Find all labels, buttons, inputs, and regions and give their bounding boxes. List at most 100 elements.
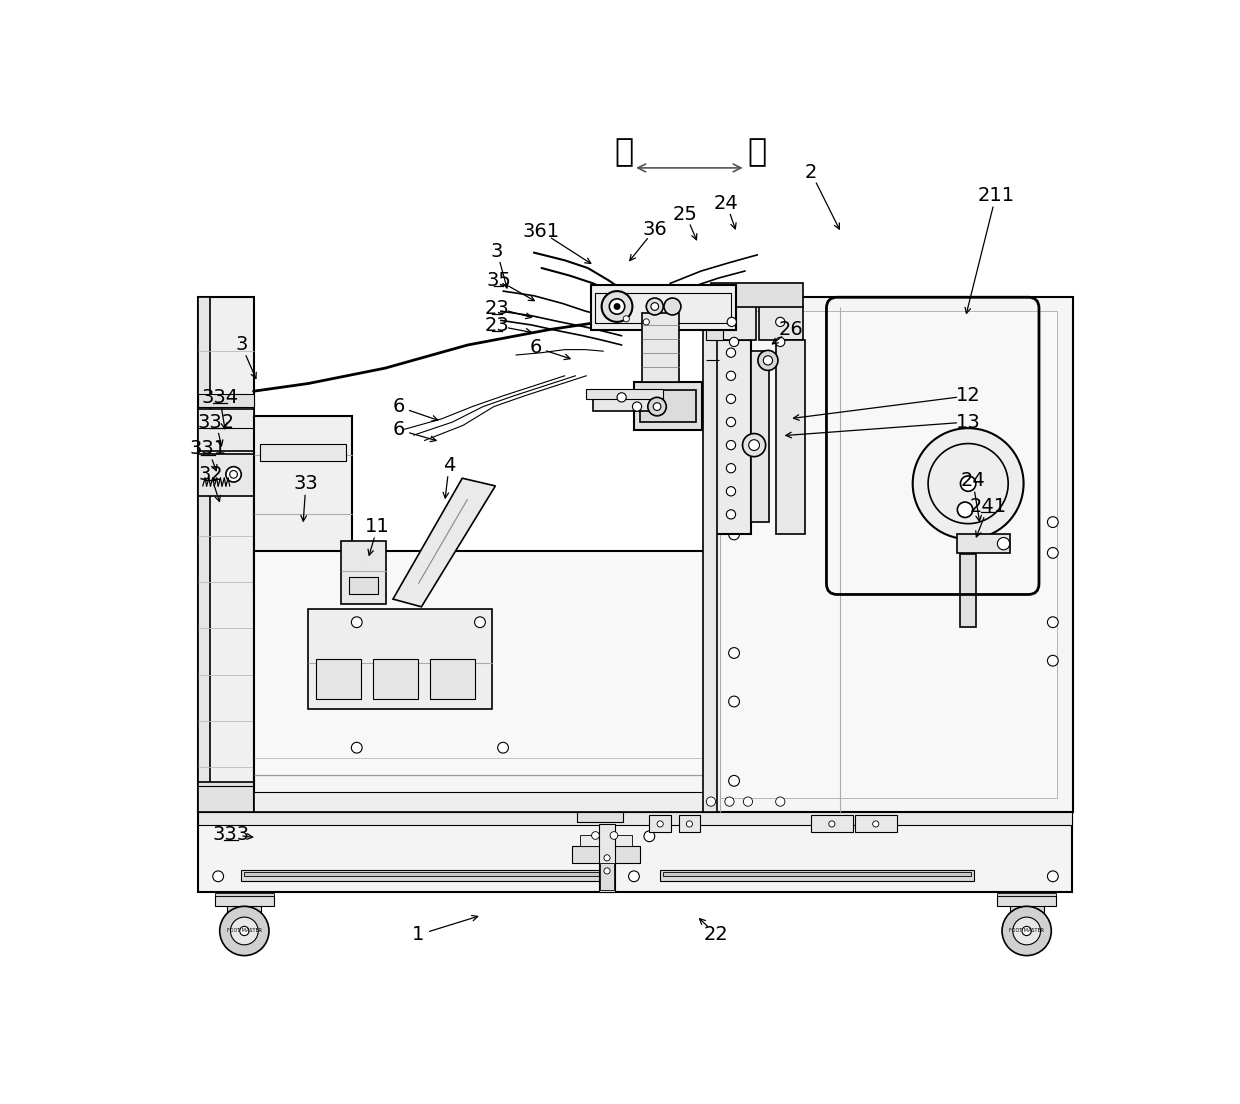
Text: 334: 334 [201, 388, 238, 407]
Bar [253, 790, 707, 811]
Circle shape [727, 510, 735, 519]
Bar [580, 836, 632, 847]
Circle shape [828, 821, 835, 827]
Circle shape [351, 742, 362, 753]
Circle shape [729, 529, 739, 540]
Bar [660, 870, 975, 881]
Circle shape [743, 797, 753, 806]
Bar [198, 297, 211, 811]
Text: 332: 332 [197, 413, 234, 432]
Bar [634, 382, 702, 429]
Bar [198, 408, 253, 452]
Text: 1: 1 [412, 925, 424, 944]
Circle shape [609, 299, 625, 315]
Bar [244, 872, 608, 877]
Circle shape [1048, 517, 1058, 528]
Bar [707, 297, 1073, 811]
Polygon shape [393, 478, 495, 607]
Text: 24: 24 [714, 194, 739, 213]
Bar [253, 775, 707, 792]
Circle shape [727, 394, 735, 404]
Circle shape [1002, 906, 1052, 956]
Bar [600, 863, 614, 890]
Bar [776, 340, 805, 534]
Circle shape [229, 470, 237, 478]
Text: FOOT MASTER: FOOT MASTER [1009, 928, 1044, 934]
Bar [253, 551, 707, 811]
Text: 26: 26 [779, 320, 804, 339]
Bar [198, 394, 253, 406]
Bar [720, 311, 1058, 798]
Bar [650, 816, 671, 832]
Circle shape [957, 502, 972, 518]
Circle shape [610, 831, 618, 839]
Bar [711, 306, 755, 340]
Circle shape [707, 797, 715, 806]
Bar [1009, 905, 1044, 915]
Text: 33: 33 [294, 474, 319, 493]
Circle shape [604, 868, 610, 874]
Bar [577, 811, 624, 822]
Bar [373, 659, 418, 699]
Bar [640, 390, 696, 422]
Circle shape [213, 871, 223, 882]
Circle shape [727, 487, 735, 496]
Circle shape [231, 917, 258, 945]
Bar [198, 808, 1073, 892]
Circle shape [1048, 617, 1058, 627]
Circle shape [351, 617, 362, 627]
Text: 2: 2 [805, 163, 817, 182]
Circle shape [1048, 656, 1058, 666]
Text: 11: 11 [365, 517, 389, 537]
Bar [957, 534, 1009, 553]
Text: 23: 23 [485, 298, 510, 318]
Text: 4: 4 [443, 456, 455, 475]
Text: 32: 32 [198, 465, 223, 484]
Circle shape [727, 371, 735, 381]
Circle shape [776, 317, 785, 327]
Circle shape [651, 302, 658, 310]
Circle shape [727, 440, 735, 449]
Circle shape [743, 434, 765, 457]
Circle shape [624, 316, 630, 322]
Circle shape [873, 821, 879, 827]
Circle shape [475, 617, 485, 627]
Bar [759, 306, 804, 340]
Circle shape [644, 319, 650, 325]
Bar [707, 301, 723, 319]
Bar [593, 397, 656, 411]
Text: 333: 333 [213, 825, 249, 845]
Bar [1021, 915, 1033, 927]
Bar [711, 340, 751, 534]
Text: 6: 6 [392, 421, 404, 439]
Text: 24: 24 [961, 471, 985, 490]
Circle shape [729, 648, 739, 658]
Circle shape [657, 821, 663, 827]
Bar [215, 896, 274, 905]
Bar [227, 905, 262, 915]
Circle shape [764, 355, 773, 365]
Bar [854, 816, 898, 832]
Text: 25: 25 [673, 204, 698, 224]
Bar [198, 454, 253, 496]
Circle shape [219, 906, 269, 956]
Circle shape [1048, 548, 1058, 559]
Bar [258, 564, 347, 586]
Text: 6: 6 [392, 397, 404, 416]
Circle shape [776, 338, 785, 347]
Bar [811, 816, 853, 832]
Bar [198, 297, 253, 811]
Bar [198, 810, 1073, 825]
Bar [711, 284, 804, 307]
Circle shape [729, 697, 739, 707]
Circle shape [776, 797, 785, 806]
Circle shape [1013, 917, 1040, 945]
Text: 13: 13 [956, 413, 981, 432]
Circle shape [961, 476, 976, 491]
Bar [590, 285, 735, 330]
Circle shape [497, 742, 508, 753]
Text: FOOT MASTER: FOOT MASTER [227, 928, 262, 934]
Circle shape [749, 439, 759, 450]
Text: 361: 361 [523, 222, 560, 242]
Circle shape [647, 397, 666, 416]
